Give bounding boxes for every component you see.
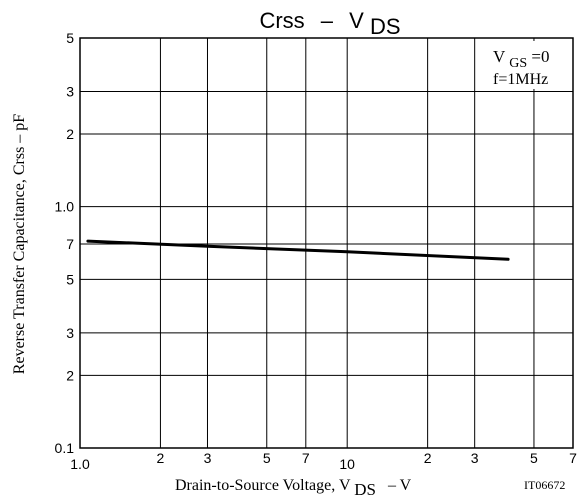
x-tick-label: 7 xyxy=(302,450,310,466)
chart-title: Crss – V DS xyxy=(259,8,400,39)
y-tick-label: 3 xyxy=(66,325,74,341)
y-tick-label: 2 xyxy=(66,367,74,383)
series-line-group xyxy=(86,239,510,261)
condition-vgs: V GS =0 xyxy=(493,47,549,71)
x-tick-label: 3 xyxy=(204,450,212,466)
y-tick-labels: 0.1 2 3 5 7 1.0 2 3 5 xyxy=(55,30,75,456)
x-tick-label: 5 xyxy=(530,450,538,466)
series-line xyxy=(86,239,510,261)
plot-frame xyxy=(79,37,574,449)
y-tick-label: 1.0 xyxy=(55,199,75,215)
y-tick-label: 2 xyxy=(66,126,74,142)
x-tick-label: 2 xyxy=(157,450,165,466)
x-tick-label: 1.0 xyxy=(70,456,90,472)
x-tick-label: 5 xyxy=(263,450,271,466)
conditions-box xyxy=(489,41,570,89)
x-tick-label: 10 xyxy=(339,456,355,472)
x-tick-label: 2 xyxy=(424,450,432,466)
x-tick-label: 7 xyxy=(569,450,577,466)
figure-code: IT06672 xyxy=(524,478,565,492)
x-tick-label: 3 xyxy=(471,450,479,466)
y-tick-label: 3 xyxy=(66,84,74,100)
x-tick-labels: 1.0 2 3 5 7 10 2 3 5 7 xyxy=(70,450,577,472)
y-tick-label: 5 xyxy=(66,30,74,46)
y-tick-label: 0.1 xyxy=(55,440,75,456)
y-tick-label: 5 xyxy=(66,271,74,287)
y-axis-label: Reverse Transfer Capacitance, Crss – pF xyxy=(11,114,28,374)
condition-frequency: f=1MHz xyxy=(493,71,548,88)
y-tick-label: 7 xyxy=(66,236,74,252)
x-axis-label: Drain-to-Source Voltage, V DS – V xyxy=(175,477,412,499)
